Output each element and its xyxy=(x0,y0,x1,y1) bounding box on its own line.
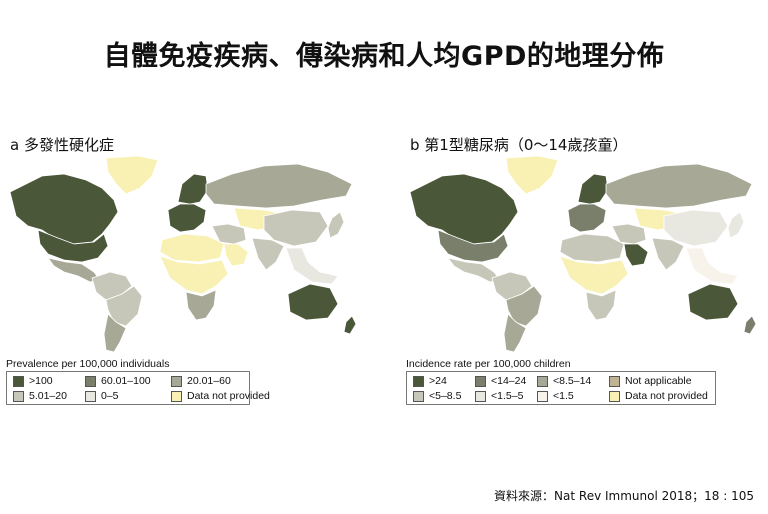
region-greenland xyxy=(105,155,159,195)
legend-swatch xyxy=(609,375,620,387)
legend-label: <8.5–14 xyxy=(553,375,592,387)
region-australia xyxy=(687,283,739,321)
region-middle-east xyxy=(211,223,247,245)
region-usa xyxy=(437,229,509,263)
legend-label: <1.5 xyxy=(553,390,574,402)
region-western-europe xyxy=(167,203,207,233)
region-southeast-asia xyxy=(285,247,339,285)
legend-item: >100 xyxy=(13,375,85,387)
legend-label: >24 xyxy=(429,375,447,387)
region-scandinavia xyxy=(577,173,609,205)
region-russia xyxy=(605,163,753,209)
region-southern-cone xyxy=(103,313,127,353)
legend-swatch xyxy=(537,390,548,402)
region-arabian-peninsula xyxy=(623,243,649,267)
region-south-america-north xyxy=(491,271,533,301)
legend-swatch xyxy=(85,375,96,387)
legend-swatch xyxy=(13,375,24,387)
region-southern-africa xyxy=(585,289,617,321)
legend-a: >100 60.01–100 20.01–60 5.01–20 0–5 Data not … xyxy=(6,371,270,405)
region-brazil xyxy=(505,285,543,327)
region-sub-saharan-africa xyxy=(159,255,229,295)
legend-label: >100 xyxy=(29,375,53,387)
region-middle-east xyxy=(611,223,647,245)
legend-swatch xyxy=(413,375,424,387)
legend-swatch xyxy=(413,390,424,402)
panel-b-label: b 第1型糖尿病（0～14歲孩童） xyxy=(410,136,628,154)
legend-item: 20.01–60 xyxy=(171,375,243,387)
slide-title: 自體免疫疾病、傳染病和人均GPD的地理分佈 xyxy=(103,41,665,72)
legend-item: 5.01–20 xyxy=(13,390,85,402)
legend-label: 0–5 xyxy=(101,390,119,402)
legend-label: 60.01–100 xyxy=(101,375,151,387)
region-china xyxy=(263,209,329,247)
legend-item: >24 xyxy=(413,375,475,387)
legend-item: Not applicable xyxy=(609,375,709,387)
legend-title-a: Prevalence per 100,000 individuals xyxy=(6,358,170,370)
legend-swatch xyxy=(171,375,182,387)
legend-item: Data not provided xyxy=(171,390,270,402)
legend-label: Not applicable xyxy=(625,375,692,387)
region-north-america xyxy=(9,173,119,245)
region-new-zealand xyxy=(743,315,757,335)
legend-swatch xyxy=(13,390,24,402)
region-north-africa xyxy=(159,233,225,263)
region-scandinavia xyxy=(177,173,209,205)
legend-swatch xyxy=(171,390,182,402)
region-new-zealand xyxy=(343,315,357,335)
legend-swatch xyxy=(537,375,548,387)
legend-label: Data not provided xyxy=(187,390,270,402)
legend-swatch xyxy=(475,390,486,402)
legend-item: <1.5–5 xyxy=(475,390,537,402)
region-western-europe xyxy=(567,203,607,233)
region-south-america-north xyxy=(91,271,133,301)
region-north-america xyxy=(409,173,519,245)
panel-a-label: a 多發性硬化症 xyxy=(10,136,114,154)
legend-label: <1.5–5 xyxy=(491,390,524,402)
region-arabian-peninsula xyxy=(223,243,249,267)
region-greenland xyxy=(505,155,559,195)
region-russia xyxy=(205,163,353,209)
legend-label: <5–8.5 xyxy=(429,390,462,402)
region-north-africa xyxy=(559,233,625,263)
legend-item: <1.5 xyxy=(537,390,609,402)
legend-label: 20.01–60 xyxy=(187,375,231,387)
legend-title-b: Incidence rate per 100,000 children xyxy=(406,358,571,370)
region-japan xyxy=(327,211,345,239)
region-india xyxy=(651,237,685,271)
region-southeast-asia xyxy=(685,247,739,285)
legend-item: <8.5–14 xyxy=(537,375,609,387)
legend-item: <5–8.5 xyxy=(413,390,475,402)
legend-item: <14–24 xyxy=(475,375,537,387)
legend-item: 60.01–100 xyxy=(85,375,171,387)
legend-item: Data not provided xyxy=(609,390,709,402)
region-southern-africa xyxy=(185,289,217,321)
legend-swatch xyxy=(475,375,486,387)
legend-swatch xyxy=(85,390,96,402)
panel-b-type1-diabetes: b 第1型糖尿病（0～14歲孩童） Incidence rate per 100… xyxy=(402,130,768,420)
region-sub-saharan-africa xyxy=(559,255,629,295)
region-australia xyxy=(287,283,339,321)
panel-a-multiple-sclerosis: a 多發性硬化症 Prevalence per 100,000 individu… xyxy=(2,130,372,420)
legend-swatch xyxy=(609,390,620,402)
map-b xyxy=(409,155,757,353)
region-japan xyxy=(727,211,745,239)
legend-label: Data not provided xyxy=(625,390,708,402)
region-china xyxy=(663,209,729,247)
legend-label: <14–24 xyxy=(491,375,527,387)
region-brazil xyxy=(105,285,143,327)
legend-b: >24 <14–24 <8.5–14 Not applicable <5–8.5 <1.5… xyxy=(406,371,716,405)
legend-label: 5.01–20 xyxy=(29,390,67,402)
region-southern-cone xyxy=(503,313,527,353)
map-a xyxy=(9,155,357,353)
region-india xyxy=(251,237,285,271)
legend-item: 0–5 xyxy=(85,390,171,402)
source-citation: 資料來源：Nat Rev Immunol 2018；18 : 105 xyxy=(494,489,754,503)
region-usa xyxy=(37,229,109,263)
